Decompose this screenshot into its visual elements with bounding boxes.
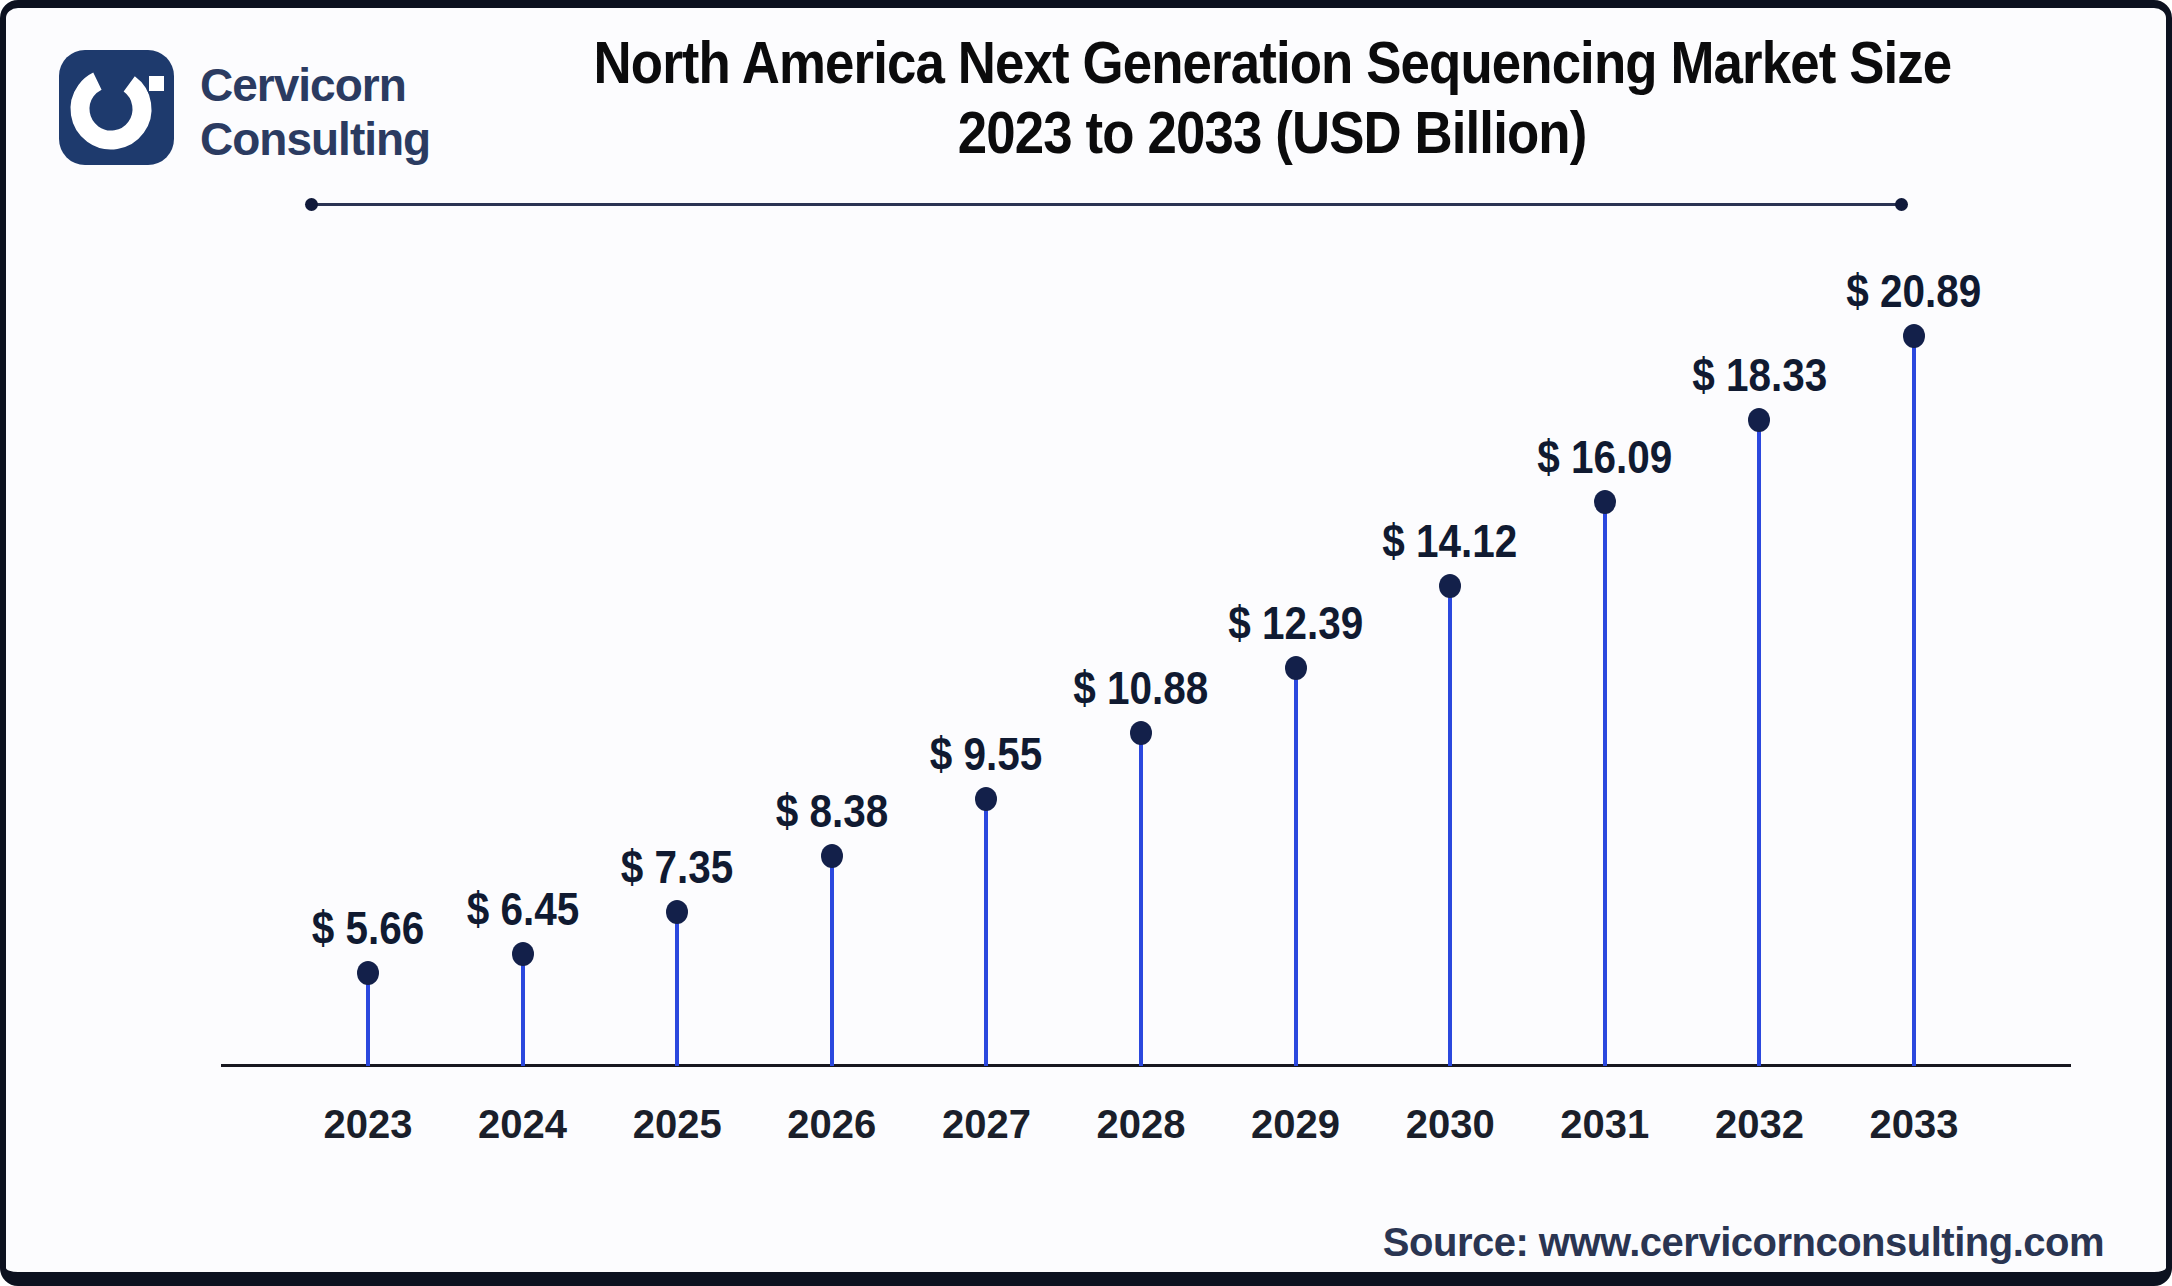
lollipop-dot-2029 [1285,656,1307,680]
x-tick-label-2029: 2029 [1211,1100,1381,1148]
lollipop-dot-2028 [1130,721,1152,745]
lollipop-stem-2030 [1448,586,1452,1066]
value-label-2030: $ 14.12 [1310,516,1590,566]
page-title: North America Next Generation Sequencing… [366,28,2172,168]
page-title-line1: North America Next Generation Sequencing… [593,28,1951,98]
lollipop-stem-2027 [984,799,988,1066]
value-label-2032: $ 18.33 [1619,350,1899,400]
x-axis-line [221,1064,2071,1067]
lollipop-stem-2025 [675,912,679,1066]
lollipop-dot-2031 [1594,490,1616,514]
x-tick-label-2031: 2031 [1520,1100,1690,1148]
x-tick-label-2028: 2028 [1056,1100,1226,1148]
lollipop-dot-2023 [357,961,379,985]
divider-right-dot [1895,198,1908,211]
x-tick-label-2024: 2024 [438,1100,608,1148]
value-label-2028: $ 10.88 [1001,663,1281,713]
value-label-text-2032: $ 18.33 [1692,350,1827,400]
x-tick-label-2025: 2025 [592,1100,762,1148]
value-label-2031: $ 16.09 [1465,432,1745,482]
value-label-text-2028: $ 10.88 [1073,663,1208,713]
page-title-line2: 2023 to 2033 (USD Billion) [958,98,1587,168]
lollipop-stem-2028 [1139,733,1143,1066]
title-divider-line [312,203,1902,206]
value-label-2033: $ 20.89 [1774,266,2054,316]
lollipop-stem-2024 [521,954,525,1066]
lollipop-stem-2033 [1912,336,1916,1066]
value-label-text-2027: $ 9.55 [930,729,1043,779]
lollipop-dot-2026 [821,844,843,868]
cervicorn-logo-icon [59,50,174,165]
value-label-text-2029: $ 12.39 [1228,598,1363,648]
value-label-2025: $ 7.35 [537,842,817,892]
value-label-text-2030: $ 14.12 [1383,516,1518,566]
divider-left-dot [305,198,318,211]
x-tick-label-2027: 2027 [901,1100,1071,1148]
source-note: Source: www.cervicornconsulting.com [1383,1220,2104,1265]
lollipop-dot-2032 [1748,408,1770,432]
lollipop-stem-2031 [1603,502,1607,1066]
value-label-text-2033: $ 20.89 [1846,266,1981,316]
lollipop-stem-2032 [1757,420,1761,1066]
value-label-2029: $ 12.39 [1156,598,1436,648]
x-tick-label-2023: 2023 [283,1100,453,1148]
lollipop-dot-2030 [1439,574,1461,598]
x-tick-label-2032: 2032 [1674,1100,1844,1148]
value-label-text-2031: $ 16.09 [1537,432,1672,482]
lollipop-stem-2026 [830,856,834,1066]
lollipop-stem-2023 [366,973,370,1066]
lollipop-dot-2025 [666,900,688,924]
value-label-text-2026: $ 8.38 [776,786,889,836]
infographic-card: Cervicorn Consulting North America Next … [0,0,2172,1286]
x-tick-label-2026: 2026 [747,1100,917,1148]
x-tick-label-2033: 2033 [1829,1100,1999,1148]
x-tick-label-2030: 2030 [1365,1100,1535,1148]
lollipop-dot-2033 [1903,324,1925,348]
value-label-text-2025: $ 7.35 [621,842,734,892]
value-label-2027: $ 9.55 [846,729,1126,779]
lollipop-dot-2027 [975,787,997,811]
lollipop-stem-2029 [1294,668,1298,1066]
lollipop-dot-2024 [512,942,534,966]
value-label-2026: $ 8.38 [692,786,972,836]
